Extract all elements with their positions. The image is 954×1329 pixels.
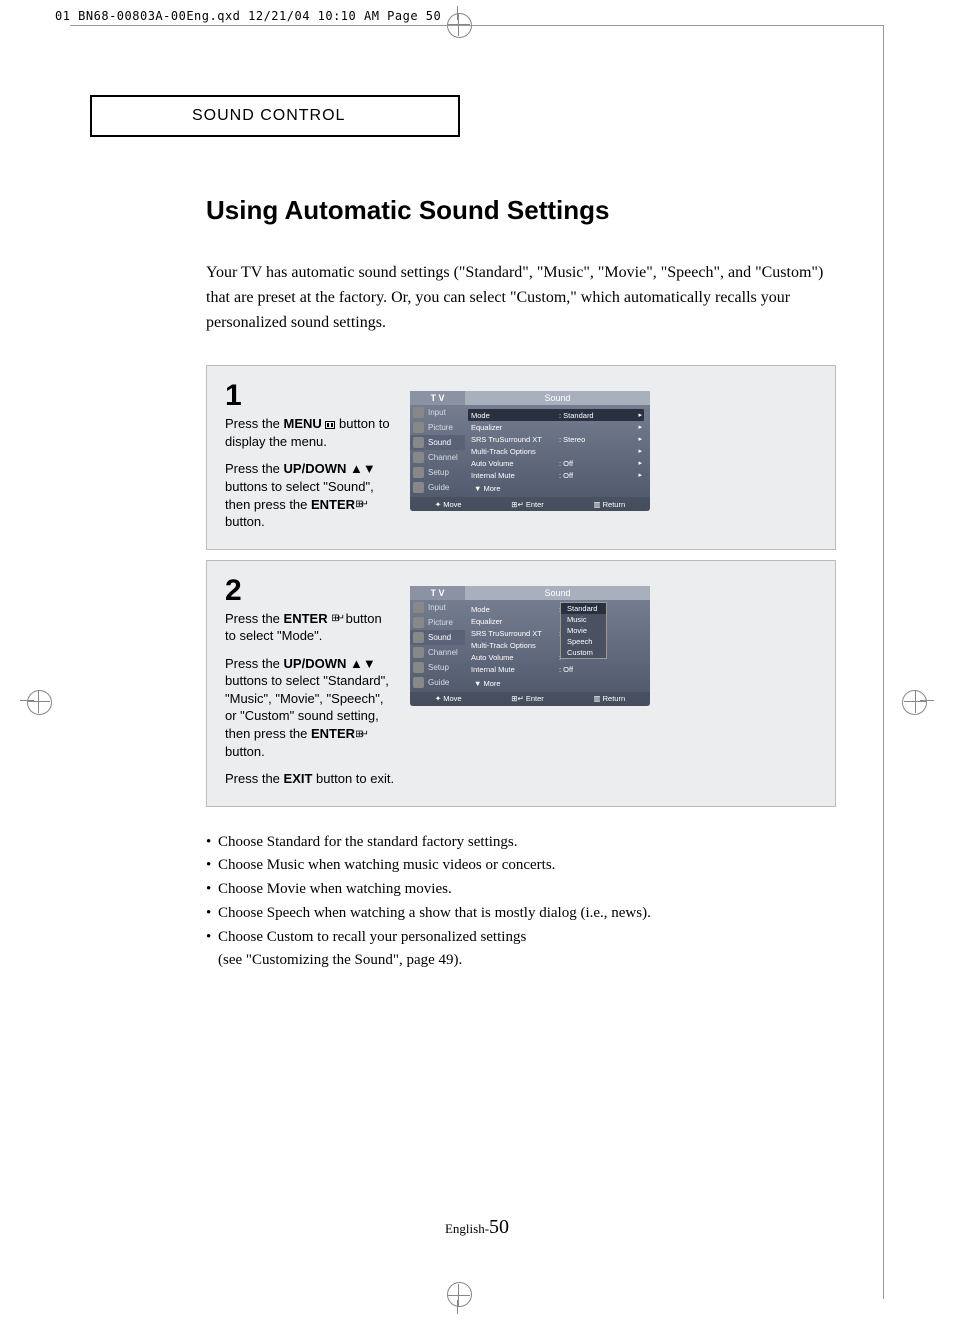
osd-popup: StandardMusicMovieSpeechCustom (560, 602, 607, 659)
osd-row: Equalizer (471, 616, 644, 628)
enter-icon (355, 498, 366, 512)
osd-footer-item: ⊞↵ Enter (511, 500, 544, 509)
crop-mark-bottom-icon (447, 1284, 470, 1314)
osd-row: Mode: (471, 604, 644, 616)
osd-row: Internal Mute: Off (471, 664, 644, 676)
page-edge (70, 25, 884, 26)
bullet-item: (see "Customizing the Sound", page 49). (206, 950, 836, 972)
step-number: 1 (225, 381, 395, 411)
step-right: T VSoundInputPictureSoundChannelSetupGui… (410, 576, 817, 788)
step-text: Press the UP/DOWN ▲▼ buttons to select "… (225, 655, 395, 760)
osd-side-item: Guide (410, 480, 465, 495)
content: Using Automatic Sound Settings Your TV h… (206, 195, 836, 974)
bullet-item: •Choose Custom to recall your personaliz… (206, 927, 836, 949)
footer-prefix: English- (445, 1221, 489, 1236)
osd-popup-item: Standard (561, 603, 606, 614)
step-left: 1 Press the MENU button to display the me… (225, 381, 395, 530)
osd-row: Multi-Track Options (471, 640, 644, 652)
osd-side-item: Picture (410, 420, 465, 435)
osd-sidebar: InputPictureSoundChannelSetupGuide (410, 600, 465, 692)
osd-tv-label: T V (410, 586, 465, 600)
step-text: Press the MENU button to display the men… (225, 415, 395, 450)
tv-osd: T VSoundInputPictureSoundChannelSetupGui… (410, 586, 650, 706)
osd-row: SRS TruSurround XT: (471, 628, 644, 640)
osd-row: SRS TruSurround XT: Stereo▸ (471, 433, 644, 445)
osd-row: Equalizer▸ (471, 421, 644, 433)
osd-popup-item: Music (561, 614, 606, 625)
osd-side-item: Channel (410, 645, 465, 660)
osd-side-item: Setup (410, 465, 465, 480)
intro-text: Your TV has automatic sound settings ("S… (206, 261, 836, 335)
osd-footer-item: ✦ Move (435, 694, 462, 703)
osd-row: Internal Mute: Off▸ (471, 469, 644, 481)
osd-footer-item: ⊞↵ Enter (511, 694, 544, 703)
section-tab-text: SOUND CONTROL (192, 107, 345, 125)
crop-mark-right-icon (904, 690, 934, 713)
page-title: Using Automatic Sound Settings (206, 195, 836, 226)
osd-footer: ✦ Move ⊞↵ Enter ▥ Return (410, 497, 650, 511)
crop-mark-top-icon (447, 6, 470, 36)
osd-side-item: Picture (410, 615, 465, 630)
osd-row: Auto Volume: (471, 652, 644, 664)
osd-side-item: Sound (410, 435, 465, 450)
osd-footer: ✦ Move ⊞↵ Enter ▥ Return (410, 692, 650, 706)
osd-row: Mode: Standard▸ (468, 409, 644, 421)
osd-main: Mode: Standard▸Equalizer▸SRS TruSurround… (465, 405, 650, 497)
page-number: 50 (489, 1216, 509, 1238)
osd-row: Auto Volume: Off▸ (471, 457, 644, 469)
osd-row: Multi-Track Options▸ (471, 445, 644, 457)
osd-sidebar: InputPictureSoundChannelSetupGuide (410, 405, 465, 497)
menu-icon (325, 421, 335, 429)
step-number: 2 (225, 576, 395, 606)
osd-main: Mode:EqualizerSRS TruSurround XT:Multi-T… (465, 600, 650, 692)
bullet-item: •Choose Speech when watching a show that… (206, 903, 836, 925)
osd-side-item: Input (410, 405, 465, 420)
step-left: 2 Press the ENTER button to select "Mode"… (225, 576, 395, 788)
print-header: 01 BN68-00803A-00Eng.qxd 12/21/04 10:10 … (55, 9, 441, 23)
page-edge (883, 25, 884, 1299)
step-box: 1 Press the MENU button to display the me… (206, 365, 836, 549)
step-right: T VSoundInputPictureSoundChannelSetupGui… (410, 381, 817, 530)
step-text: Press the UP/DOWN ▲▼ buttons to select "… (225, 460, 395, 530)
step-box: 2 Press the ENTER button to select "Mode"… (206, 560, 836, 807)
osd-title: Sound (465, 586, 650, 600)
osd-side-item: Input (410, 600, 465, 615)
step-text: Press the EXIT button to exit. (225, 770, 395, 788)
bullet-item: •Choose Music when watching music videos… (206, 855, 836, 877)
osd-more: ▼ More (471, 676, 644, 688)
enter-icon (355, 728, 366, 742)
osd-side-item: Guide (410, 675, 465, 690)
osd-popup-item: Movie (561, 625, 606, 636)
bullet-item: •Choose Standard for the standard factor… (206, 832, 836, 854)
osd-title: Sound (465, 391, 650, 405)
page-footer: English-50 (0, 1216, 954, 1239)
osd-footer-item: ▥ Return (593, 500, 625, 509)
osd-tv-label: T V (410, 391, 465, 405)
osd-side-item: Sound (410, 630, 465, 645)
osd-popup-item: Speech (561, 636, 606, 647)
osd-side-item: Channel (410, 450, 465, 465)
osd-footer-item: ▥ Return (593, 694, 625, 703)
bullet-list: •Choose Standard for the standard factor… (206, 832, 836, 973)
crop-mark-left-icon (20, 690, 50, 713)
osd-popup-item: Custom (561, 647, 606, 658)
tv-osd: T VSoundInputPictureSoundChannelSetupGui… (410, 391, 650, 511)
section-tab: SOUND CONTROL (90, 95, 460, 137)
bullet-item: •Choose Movie when watching movies. (206, 879, 836, 901)
osd-more: ▼ More (471, 481, 644, 493)
enter-icon (331, 612, 342, 626)
osd-side-item: Setup (410, 660, 465, 675)
osd-footer-item: ✦ Move (435, 500, 462, 509)
step-text: Press the ENTER button to select "Mode". (225, 610, 395, 645)
